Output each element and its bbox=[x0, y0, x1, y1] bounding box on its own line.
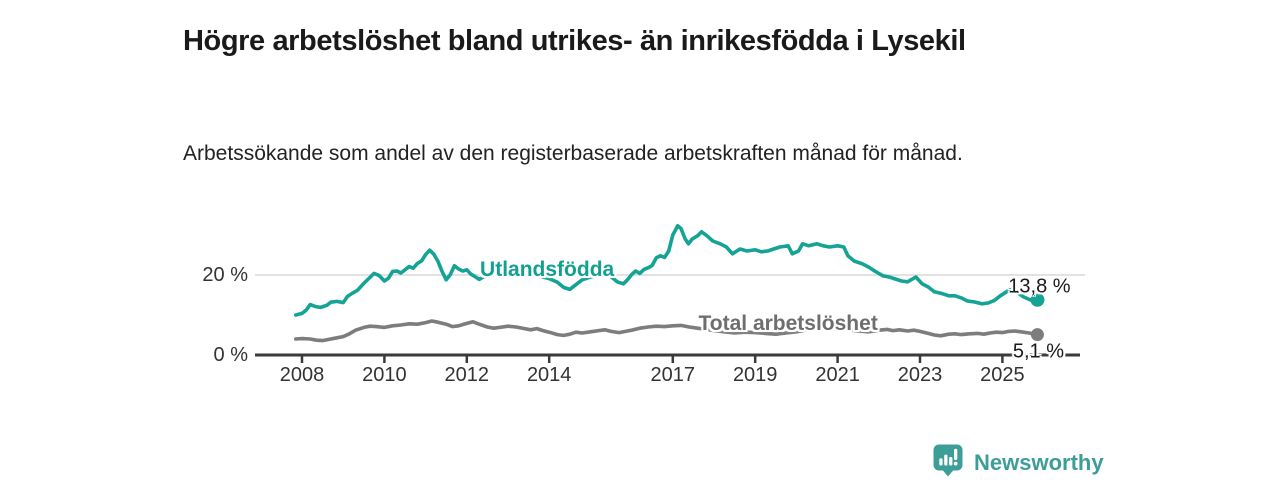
series-line bbox=[293, 319, 1040, 343]
series-line bbox=[293, 224, 1040, 317]
page-title: Högre arbetslöshet bland utrikes- än inr… bbox=[183, 25, 966, 58]
page-subtitle: Arbetssökande som andel av den registerb… bbox=[183, 142, 963, 165]
x-tick-label: 2019 bbox=[732, 364, 778, 386]
x-tick-label: 2014 bbox=[526, 364, 572, 386]
x-tick-label: 2010 bbox=[362, 364, 407, 386]
series-end-value-label: 13,8 % bbox=[1008, 275, 1071, 298]
series-end-dot bbox=[1030, 292, 1045, 307]
newsworthy-logo-icon bbox=[933, 444, 964, 482]
x-tick-label: 2012 bbox=[444, 364, 490, 386]
x-tick-label: 2025 bbox=[980, 364, 1025, 386]
series-end-value-label: 5,1 % bbox=[1012, 340, 1064, 363]
x-tick-label: 2017 bbox=[650, 364, 696, 386]
series-inline-label: Total arbetslöshet bbox=[698, 311, 878, 335]
series-end-dot bbox=[1030, 328, 1044, 342]
brand-footer: Newsworthy bbox=[933, 444, 1104, 482]
x-tick-label: 2021 bbox=[815, 364, 860, 386]
x-tick-label: 2008 bbox=[279, 364, 325, 386]
x-tick-label: 2023 bbox=[897, 364, 943, 386]
y-tick-label: 0 % bbox=[213, 344, 248, 366]
brand-name: Newsworthy bbox=[974, 450, 1104, 475]
series-inline-label: Utlandsfödda bbox=[480, 257, 615, 281]
y-tick-label: 20 % bbox=[202, 264, 248, 286]
